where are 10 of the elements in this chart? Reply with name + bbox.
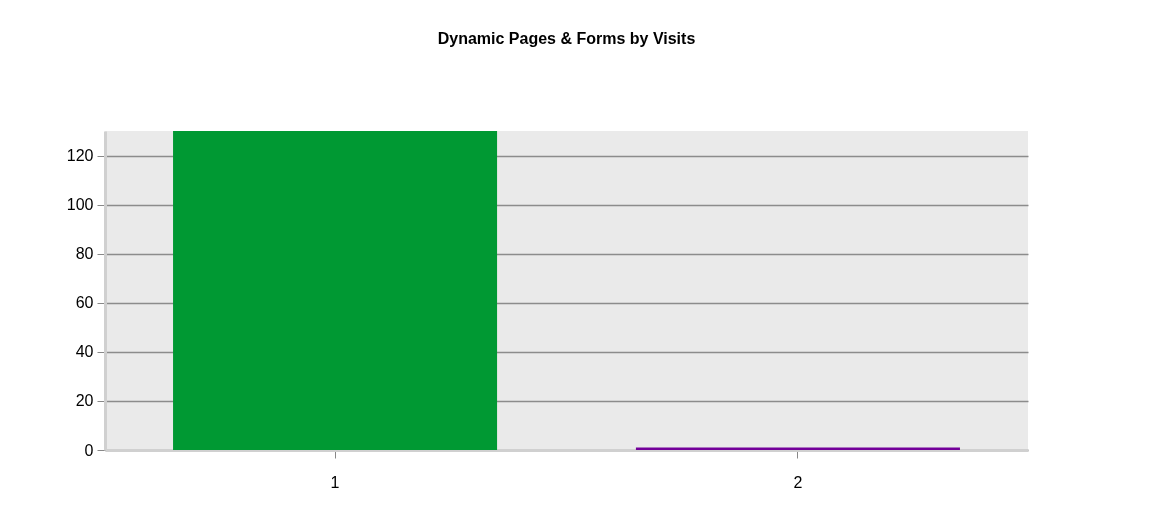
y-tick-label: 120	[66, 147, 94, 165]
x-tick-label: 2	[793, 473, 803, 491]
y-tick-label: 20	[75, 392, 94, 410]
y-tick-label: 40	[75, 343, 94, 361]
x-tick-label: 1	[330, 473, 340, 491]
y-tick-label: 100	[66, 196, 94, 214]
y-tick-label: 60	[75, 294, 94, 312]
y-tick-label: 0	[84, 441, 94, 459]
chart-title: Dynamic Pages & Forms by Visits	[437, 30, 696, 47]
y-tick-label: 80	[75, 245, 94, 263]
